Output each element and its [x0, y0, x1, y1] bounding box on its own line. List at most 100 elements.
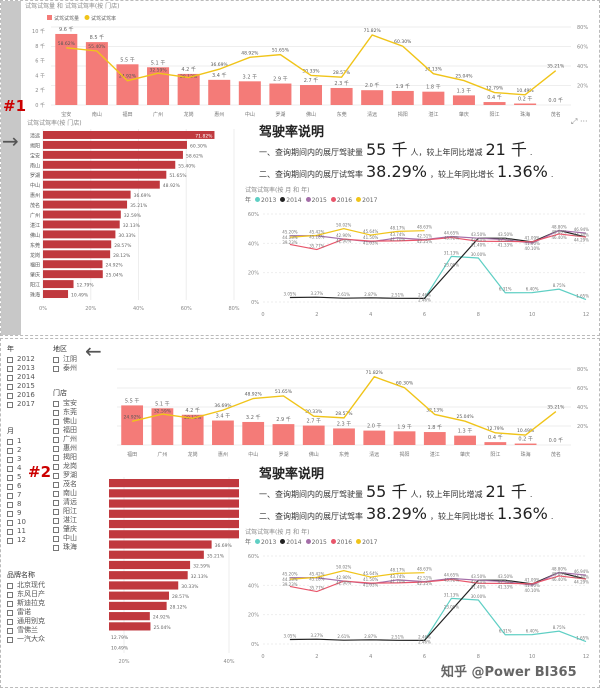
- slicer-option[interactable]: 3: [7, 455, 26, 464]
- checkbox[interactable]: [53, 356, 59, 363]
- checkbox[interactable]: [53, 418, 59, 425]
- slicer-option[interactable]: 雪佛兰: [7, 626, 45, 635]
- checkbox[interactable]: [7, 465, 13, 472]
- checkbox[interactable]: [7, 636, 13, 643]
- checkbox[interactable]: [53, 544, 59, 551]
- slicer-option[interactable]: 6: [7, 482, 26, 491]
- checkbox[interactable]: [7, 510, 13, 517]
- slicer-option[interactable]: 12: [7, 536, 26, 545]
- slicer-option[interactable]: 宝安: [53, 399, 77, 408]
- slicer-option[interactable]: 江阴: [53, 355, 77, 364]
- checkbox[interactable]: [53, 508, 59, 515]
- legend-item[interactable]: 2014: [280, 197, 302, 204]
- legend-item[interactable]: 2016: [330, 197, 352, 204]
- slicer-option[interactable]: 斯迪拉克: [7, 599, 45, 608]
- slicer-option[interactable]: 10: [7, 518, 26, 527]
- slicer-option[interactable]: 揭阳: [53, 453, 77, 462]
- checkbox[interactable]: [7, 483, 13, 490]
- legend-item[interactable]: 2017: [356, 539, 377, 546]
- checkbox[interactable]: [7, 501, 13, 508]
- checkbox[interactable]: [53, 454, 59, 461]
- checkbox[interactable]: [53, 490, 59, 497]
- data-label: 41.09%: [525, 236, 540, 241]
- slicer-option[interactable]: 1: [7, 437, 26, 446]
- slicer-option[interactable]: 南山: [53, 489, 77, 498]
- expand-icon[interactable]: ⤢ ···: [571, 117, 588, 126]
- slicer-option[interactable]: 清远: [53, 498, 77, 507]
- slicer-option[interactable]: 阳江: [53, 507, 77, 516]
- checkbox[interactable]: [53, 365, 59, 372]
- checkbox[interactable]: [7, 609, 13, 616]
- checkbox[interactable]: [53, 463, 59, 470]
- checkbox[interactable]: [7, 600, 13, 607]
- checkbox[interactable]: [53, 445, 59, 452]
- slicer-option[interactable]: 龙岗: [53, 462, 77, 471]
- checkbox[interactable]: [7, 618, 13, 625]
- slicer-option[interactable]: 中山: [53, 534, 77, 543]
- slicer-option[interactable]: 2015: [7, 382, 35, 391]
- checkbox[interactable]: [7, 374, 13, 381]
- legend-item[interactable]: 2017: [356, 197, 377, 204]
- checkbox[interactable]: [7, 392, 13, 399]
- checkbox[interactable]: [53, 427, 59, 434]
- checkbox[interactable]: [7, 365, 13, 372]
- slicer-option[interactable]: 泰州: [53, 364, 77, 373]
- slicer-option[interactable]: 北京现代: [7, 581, 45, 590]
- legend-item[interactable]: 2013: [255, 539, 276, 546]
- slicer-option[interactable]: 广州: [53, 435, 77, 444]
- checkbox[interactable]: [7, 537, 13, 544]
- slicer-option[interactable]: 9: [7, 509, 26, 518]
- checkbox[interactable]: [53, 517, 59, 524]
- slicer-option[interactable]: 雷诺: [7, 608, 45, 617]
- legend-item[interactable]: 2015: [305, 197, 327, 204]
- checkbox[interactable]: [7, 474, 13, 481]
- legend-item[interactable]: 2013: [255, 197, 276, 204]
- slicer-option[interactable]: 肇庆: [53, 525, 77, 534]
- slicer-option[interactable]: 珠海: [53, 543, 77, 552]
- checkbox[interactable]: [7, 591, 13, 598]
- slicer-option[interactable]: 2016: [7, 391, 35, 400]
- slicer-option[interactable]: 通用别克: [7, 617, 45, 626]
- checkbox[interactable]: [7, 582, 13, 589]
- checkbox[interactable]: [53, 499, 59, 506]
- checkbox[interactable]: [53, 409, 59, 416]
- checkbox[interactable]: [7, 438, 13, 445]
- slicer-option[interactable]: 一汽大众: [7, 635, 45, 644]
- checkbox[interactable]: [53, 400, 59, 407]
- slicer-option[interactable]: 茂名: [53, 480, 77, 489]
- legend-item[interactable]: 2016: [330, 539, 352, 546]
- checkbox[interactable]: [53, 535, 59, 542]
- checkbox[interactable]: [53, 472, 59, 479]
- slicer-option[interactable]: 5: [7, 473, 26, 482]
- legend-item[interactable]: 2015: [305, 539, 327, 546]
- slicer-option[interactable]: 福田: [53, 426, 77, 435]
- slicer-option[interactable]: 2: [7, 446, 26, 455]
- checkbox[interactable]: [7, 447, 13, 454]
- checkbox[interactable]: [7, 356, 13, 363]
- slicer-option[interactable]: 2013: [7, 364, 35, 373]
- legend-item[interactable]: 2014: [280, 539, 302, 546]
- slicer-option[interactable]: 7: [7, 491, 26, 500]
- checkbox[interactable]: [7, 383, 13, 390]
- slicer-option[interactable]: 4: [7, 464, 26, 473]
- checkbox[interactable]: [7, 401, 13, 408]
- slicer-option[interactable]: 东莞: [53, 408, 77, 417]
- slicer-option[interactable]: 罗湖: [53, 471, 77, 480]
- slicer-option[interactable]: 惠州: [53, 444, 77, 453]
- slicer-option[interactable]: 2017: [7, 400, 35, 409]
- slicer-option[interactable]: 湛江: [53, 516, 77, 525]
- checkbox[interactable]: [7, 627, 13, 634]
- slicer-option[interactable]: 2014: [7, 373, 35, 382]
- checkbox[interactable]: [7, 519, 13, 526]
- checkbox[interactable]: [7, 528, 13, 535]
- checkbox[interactable]: [7, 492, 13, 499]
- checkbox[interactable]: [53, 481, 59, 488]
- slicer-option[interactable]: 8: [7, 500, 26, 509]
- slicer-option[interactable]: 11: [7, 527, 26, 536]
- checkbox[interactable]: [53, 526, 59, 533]
- slicer-option[interactable]: 佛山: [53, 417, 77, 426]
- checkbox[interactable]: [53, 436, 59, 443]
- slicer-option[interactable]: 东风日产: [7, 590, 45, 599]
- slicer-option[interactable]: 2012: [7, 355, 35, 364]
- checkbox[interactable]: [7, 456, 13, 463]
